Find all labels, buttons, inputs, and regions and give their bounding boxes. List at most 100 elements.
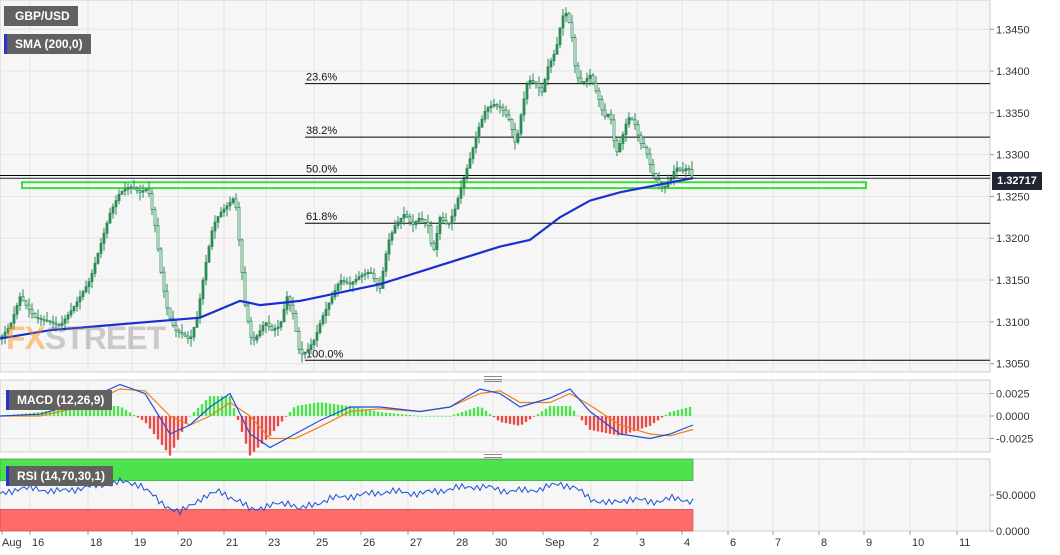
- macd-histogram-bar: [360, 408, 364, 416]
- macd-histogram-bar: [532, 416, 536, 417]
- candle-body: [201, 279, 205, 300]
- candle-body: [384, 253, 388, 272]
- candle-body: [687, 168, 691, 170]
- macd-histogram-bar: [408, 415, 412, 416]
- time-axis-label: Aug: [2, 537, 22, 549]
- candle-body: [306, 349, 310, 353]
- macd-histogram-bar: [288, 412, 292, 416]
- macd-histogram-bar: [584, 416, 588, 426]
- macd-histogram-bar: [472, 408, 476, 416]
- candle-body: [207, 246, 211, 263]
- macd-histogram-bar: [336, 404, 340, 416]
- macd-histogram-bar: [652, 416, 656, 424]
- candle-body: [30, 308, 34, 314]
- candle-body: [411, 221, 415, 226]
- macd-histogram-bar: [424, 416, 428, 417]
- candle-body: [681, 169, 685, 172]
- macd-histogram-bar: [500, 416, 504, 423]
- candle-body: [609, 113, 613, 121]
- macd-histogram-bar: [76, 406, 80, 416]
- macd-histogram-bar: [252, 416, 256, 452]
- macd-histogram-bar: [224, 396, 228, 416]
- candle-body: [387, 239, 391, 255]
- candle-body: [312, 339, 316, 346]
- macd-histogram-bar: [644, 416, 648, 428]
- candle-body: [615, 140, 619, 153]
- candle-body: [480, 118, 484, 128]
- candle-body: [525, 83, 529, 100]
- pane-resize-handle[interactable]: [484, 454, 502, 460]
- macd-histogram-bar: [220, 396, 224, 416]
- macd-indicator-label[interactable]: MACD (12,26,9): [6, 390, 113, 410]
- candle-body: [39, 318, 43, 320]
- time-axis-label: 19: [134, 537, 146, 549]
- candle-body: [252, 336, 256, 341]
- candle-body: [249, 320, 253, 338]
- macd-histogram-bar: [656, 416, 660, 421]
- candle-body: [147, 188, 151, 194]
- sma-indicator-label[interactable]: SMA (200,0): [4, 34, 91, 54]
- macd-histogram-bar: [400, 414, 404, 416]
- candle-body: [414, 221, 418, 226]
- macd-histogram-bar: [608, 416, 612, 434]
- candle-body: [132, 186, 136, 190]
- candle-body: [558, 27, 562, 45]
- candle-body: [396, 221, 400, 227]
- candle-body: [282, 308, 286, 323]
- macd-histogram-bar: [524, 416, 528, 422]
- macd-histogram-bar: [308, 403, 312, 416]
- candle-body: [516, 133, 520, 143]
- candle-body: [42, 318, 46, 321]
- candle-body: [168, 307, 172, 319]
- time-axis-label: 6: [730, 537, 736, 549]
- candle-body: [471, 147, 475, 160]
- macd-histogram-bar: [632, 416, 636, 432]
- candle-body: [645, 147, 649, 155]
- time-axis-label: 2: [593, 537, 599, 549]
- candle-body: [195, 317, 199, 328]
- rsi-overbought-zone: [0, 458, 694, 481]
- candle-body: [381, 270, 385, 289]
- candle-body: [21, 296, 25, 302]
- candle-body: [171, 317, 175, 326]
- candle-body: [57, 323, 61, 327]
- candle-body: [117, 193, 121, 202]
- macd-histogram-bar: [392, 413, 396, 416]
- macd-histogram-bar: [448, 416, 452, 417]
- macd-histogram-bar: [84, 406, 88, 416]
- macd-histogram-bar: [304, 404, 308, 416]
- rsi-oversold-zone: [0, 509, 694, 532]
- candle-body: [357, 276, 361, 280]
- macd-histogram-bar: [444, 416, 448, 417]
- candle-body: [258, 330, 262, 337]
- macd-histogram-bar: [668, 412, 672, 416]
- candle-body: [420, 217, 424, 220]
- pair-label[interactable]: GBP/USD: [4, 6, 78, 26]
- candle-body: [459, 187, 463, 199]
- macd-histogram-bar: [420, 416, 424, 417]
- candle-body: [345, 281, 349, 284]
- candle-body: [510, 119, 514, 130]
- candle-body: [405, 214, 409, 218]
- candle-body: [159, 248, 163, 273]
- candle-body: [639, 134, 643, 144]
- candles: [0, 7, 694, 363]
- candle-body: [678, 167, 682, 171]
- candle-body: [12, 313, 16, 324]
- macd-histogram-bar: [232, 408, 236, 416]
- macd-histogram-bar: [516, 416, 520, 426]
- candle-body: [204, 261, 208, 281]
- macd-histogram-bar: [680, 408, 684, 416]
- candle-body: [99, 242, 103, 254]
- candle-body: [690, 168, 694, 177]
- candle-body: [519, 114, 523, 135]
- macd-histogram-bar: [60, 408, 64, 416]
- candle-body: [189, 336, 193, 339]
- rsi-indicator-label[interactable]: RSI (14,70,30,1): [6, 466, 114, 486]
- price-axis-label: 1.3100: [996, 317, 1030, 329]
- candle-body: [45, 319, 49, 322]
- macd-histogram-bar: [56, 409, 60, 416]
- candle-body: [444, 220, 448, 225]
- pane-resize-handle[interactable]: [484, 376, 502, 382]
- candle-body: [534, 81, 538, 84]
